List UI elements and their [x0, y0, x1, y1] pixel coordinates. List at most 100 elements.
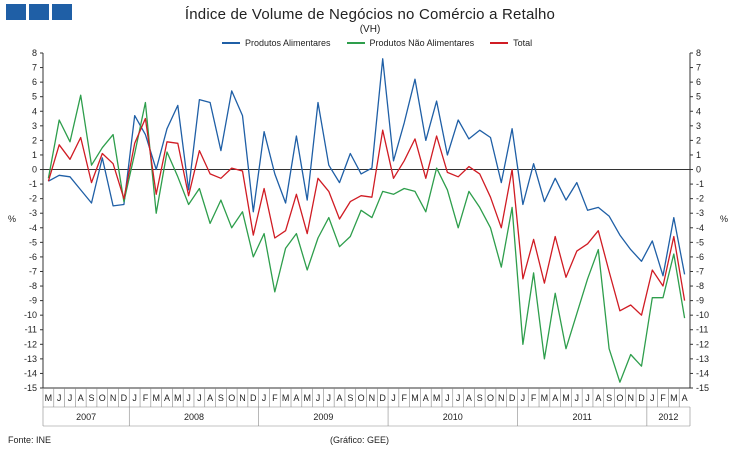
year-label: 2007	[76, 412, 96, 422]
y-axis-label-right: %	[720, 214, 728, 224]
y-tick-label-right: 6	[696, 77, 701, 87]
chart-title: Índice de Volume de Negócios no Comércio…	[184, 6, 556, 23]
month-label: A	[423, 393, 429, 403]
month-label: O	[487, 393, 494, 403]
month-label: J	[650, 393, 655, 403]
y-tick-label-left: -10	[24, 310, 37, 320]
month-label: S	[218, 393, 224, 403]
y-tick-label-left: -2	[29, 194, 37, 204]
y-tick-label-left: 1	[32, 150, 37, 160]
y-tick-label-left: -11	[25, 325, 37, 335]
brand-logo	[6, 4, 72, 20]
month-label: J	[327, 393, 332, 403]
y-tick-label-right: -14	[696, 368, 709, 378]
y-tick-label-left: 7	[32, 63, 37, 73]
y-tick-label-right: -4	[696, 223, 704, 233]
month-label: A	[337, 393, 343, 403]
legend-item-alimentares: Produtos Alimentares	[222, 38, 331, 48]
y-tick-label-left: -4	[29, 223, 37, 233]
month-label: N	[369, 393, 376, 403]
y-tick-label-right: -15	[696, 383, 709, 393]
legend-swatch	[346, 42, 365, 44]
month-label: O	[228, 393, 235, 403]
month-label: A	[466, 393, 472, 403]
y-tick-label-left: 2	[32, 135, 37, 145]
month-label: M	[411, 393, 419, 403]
y-tick-label-right: -2	[696, 194, 704, 204]
month-label: N	[239, 393, 246, 403]
month-label: D	[250, 393, 257, 403]
y-tick-label-left: 5	[32, 92, 37, 102]
month-label: F	[272, 393, 278, 403]
legend-swatch	[490, 42, 509, 44]
chart-subtitle: (VH)	[359, 24, 381, 35]
y-tick-label-right: -13	[696, 354, 709, 364]
year-label: 2012	[658, 412, 678, 422]
y-tick-label-right: -7	[696, 266, 704, 276]
y-tick-label-left: -12	[24, 339, 37, 349]
month-label: J	[521, 393, 526, 403]
legend-item-total: Total	[490, 38, 532, 48]
year-label: 2009	[313, 412, 333, 422]
month-label: M	[562, 393, 570, 403]
month-label: M	[303, 393, 311, 403]
month-label: J	[456, 393, 461, 403]
month-label: A	[207, 393, 213, 403]
y-tick-label-left: 6	[32, 77, 37, 87]
y-tick-label-left: -7	[29, 266, 37, 276]
month-label: A	[164, 393, 170, 403]
month-label: A	[293, 393, 299, 403]
y-tick-label-right: 5	[696, 92, 701, 102]
month-label: J	[585, 393, 590, 403]
y-tick-label-right: 7	[696, 63, 701, 73]
month-label: J	[316, 393, 321, 403]
month-label: M	[174, 393, 182, 403]
chart-legend: Produtos Alimentares Produtos Não Alimen…	[222, 38, 532, 48]
y-tick-label-right: 8	[696, 48, 701, 58]
month-label: M	[433, 393, 441, 403]
y-tick-label-left: -9	[29, 296, 37, 306]
month-label: J	[57, 393, 62, 403]
month-label: J	[391, 393, 396, 403]
year-label: 2008	[184, 412, 204, 422]
y-tick-label-left: -8	[29, 281, 37, 291]
year-label: 2011	[572, 412, 591, 422]
month-label: S	[477, 393, 483, 403]
month-label: J	[575, 393, 580, 403]
month-label: F	[531, 393, 537, 403]
source-note: Fonte: INE	[8, 435, 52, 445]
month-label: J	[262, 393, 267, 403]
month-label: D	[638, 393, 645, 403]
y-tick-label-right: 0	[696, 165, 701, 175]
month-label: N	[110, 393, 117, 403]
month-label: J	[68, 393, 73, 403]
y-tick-label-left: -6	[29, 252, 37, 262]
credit-note: (Gráfico: GEE)	[330, 435, 390, 445]
y-tick-label-right: -10	[696, 310, 709, 320]
y-tick-label-left: 8	[32, 48, 37, 58]
y-tick-label-right: -8	[696, 281, 704, 291]
logo-block	[6, 4, 26, 20]
month-label: J	[445, 393, 450, 403]
legend-label: Produtos Alimentares	[245, 38, 331, 48]
month-label: M	[670, 393, 678, 403]
month-label: M	[541, 393, 549, 403]
y-tick-label-right: 3	[696, 121, 701, 131]
series-line-total	[47, 117, 686, 316]
month-label: J	[197, 393, 202, 403]
month-label: D	[379, 393, 386, 403]
month-label: J	[186, 393, 191, 403]
y-tick-label-right: -5	[696, 237, 704, 247]
y-tick-label-right: -9	[696, 296, 704, 306]
y-tick-label-left: 4	[32, 106, 37, 116]
series-line-alimentares	[48, 58, 686, 277]
month-label: D	[509, 393, 516, 403]
y-tick-label-right: -1	[696, 179, 704, 189]
y-axis-label-left: %	[8, 214, 16, 224]
month-label: S	[347, 393, 353, 403]
logo-block	[52, 4, 72, 20]
month-label: A	[682, 393, 688, 403]
month-label: A	[595, 393, 601, 403]
month-label: M	[45, 393, 53, 403]
